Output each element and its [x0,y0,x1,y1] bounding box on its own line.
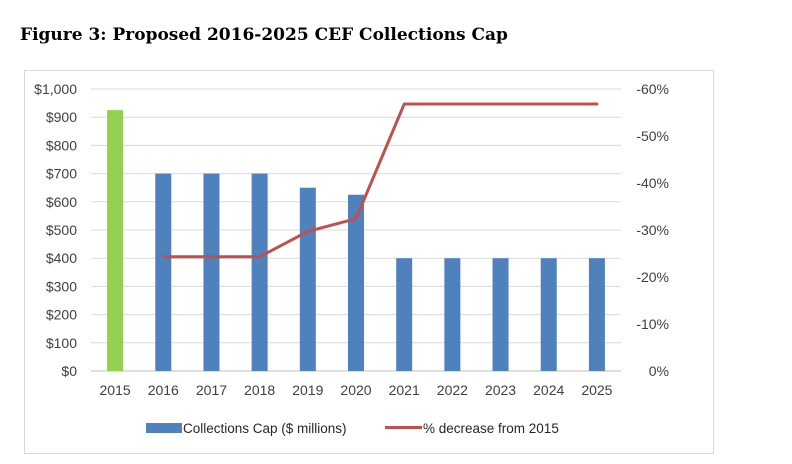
y-tick-label-left: $200 [46,307,77,323]
y-axis-left: $0 $100 $200 $300 $400 $500 $600 $700 $800 $900 $1… [34,81,77,379]
x-tick-label: 2021 [389,382,420,398]
percent-decrease-line [161,102,599,259]
y-tick-label-left: $300 [46,278,77,294]
x-tick-label: 2020 [340,382,371,398]
y-tick-label-left: $100 [46,335,77,351]
bar-2024 [540,258,557,371]
y-tick-label-left: $1,000 [34,81,77,97]
y-tick-label-left: $400 [46,250,77,266]
y-tick-label-left: $900 [46,109,77,125]
x-tick-label: 2016 [148,382,179,398]
y-tick-label-right: -60% [636,81,669,97]
x-axis: 2015 2016 2017 2018 2019 2020 2021 2022 2023 2024… [100,382,613,398]
x-tick-label: 2024 [533,382,564,398]
y-tick-label-left: $800 [46,137,77,153]
y-tick-label-left: $0 [61,363,77,379]
figure-title: Figure 3: Proposed 2016-2025 CEF Collect… [20,25,508,45]
x-tick-label: 2023 [485,382,516,398]
bar-2022 [444,258,461,371]
bar-2015 [107,110,124,372]
x-tick-label: 2015 [100,382,131,398]
bar-2019 [299,187,316,371]
legend-label-bar: Collections Cap ($ millions) [183,421,347,436]
bar-series-collections-cap [107,110,605,372]
y-tick-label-right: -20% [636,269,669,285]
chart-frame: $0 $100 $200 $300 $400 $500 $600 $700 $800 $900 $1… [24,70,714,454]
bar-2016 [155,173,172,371]
bar-2023 [492,258,509,371]
legend-label-line: % decrease from 2015 [423,421,559,436]
bar-2020 [348,194,364,371]
x-tick-label: 2018 [244,382,275,398]
y-tick-label-left: $700 [46,166,77,182]
legend: Collections Cap ($ millions) % decrease f… [146,421,559,436]
legend-swatch-bar [146,423,182,433]
y-tick-label-right: -40% [636,175,669,191]
y-tick-label-right: -30% [636,222,669,238]
x-tick-label: 2019 [292,382,323,398]
x-tick-label: 2017 [196,382,227,398]
y-axis-right: 0% -10% -20% -30% -40% -50% -60% [636,81,669,379]
combo-chart: $0 $100 $200 $300 $400 $500 $600 $700 $800 $900 $1… [34,81,669,436]
line-series-percent-decrease [161,102,599,259]
bar-2025 [588,258,605,371]
y-tick-label-right: 0% [649,363,669,379]
y-tick-label-right: -50% [636,128,669,144]
bar-2017 [203,173,220,371]
y-tick-label-left: $500 [46,222,77,238]
bar-2021 [396,258,413,371]
bar-2018 [251,173,268,371]
x-tick-label: 2025 [581,382,612,398]
y-tick-label-right: -10% [636,316,669,332]
x-tick-label: 2022 [437,382,468,398]
y-tick-label-left: $600 [46,194,77,210]
